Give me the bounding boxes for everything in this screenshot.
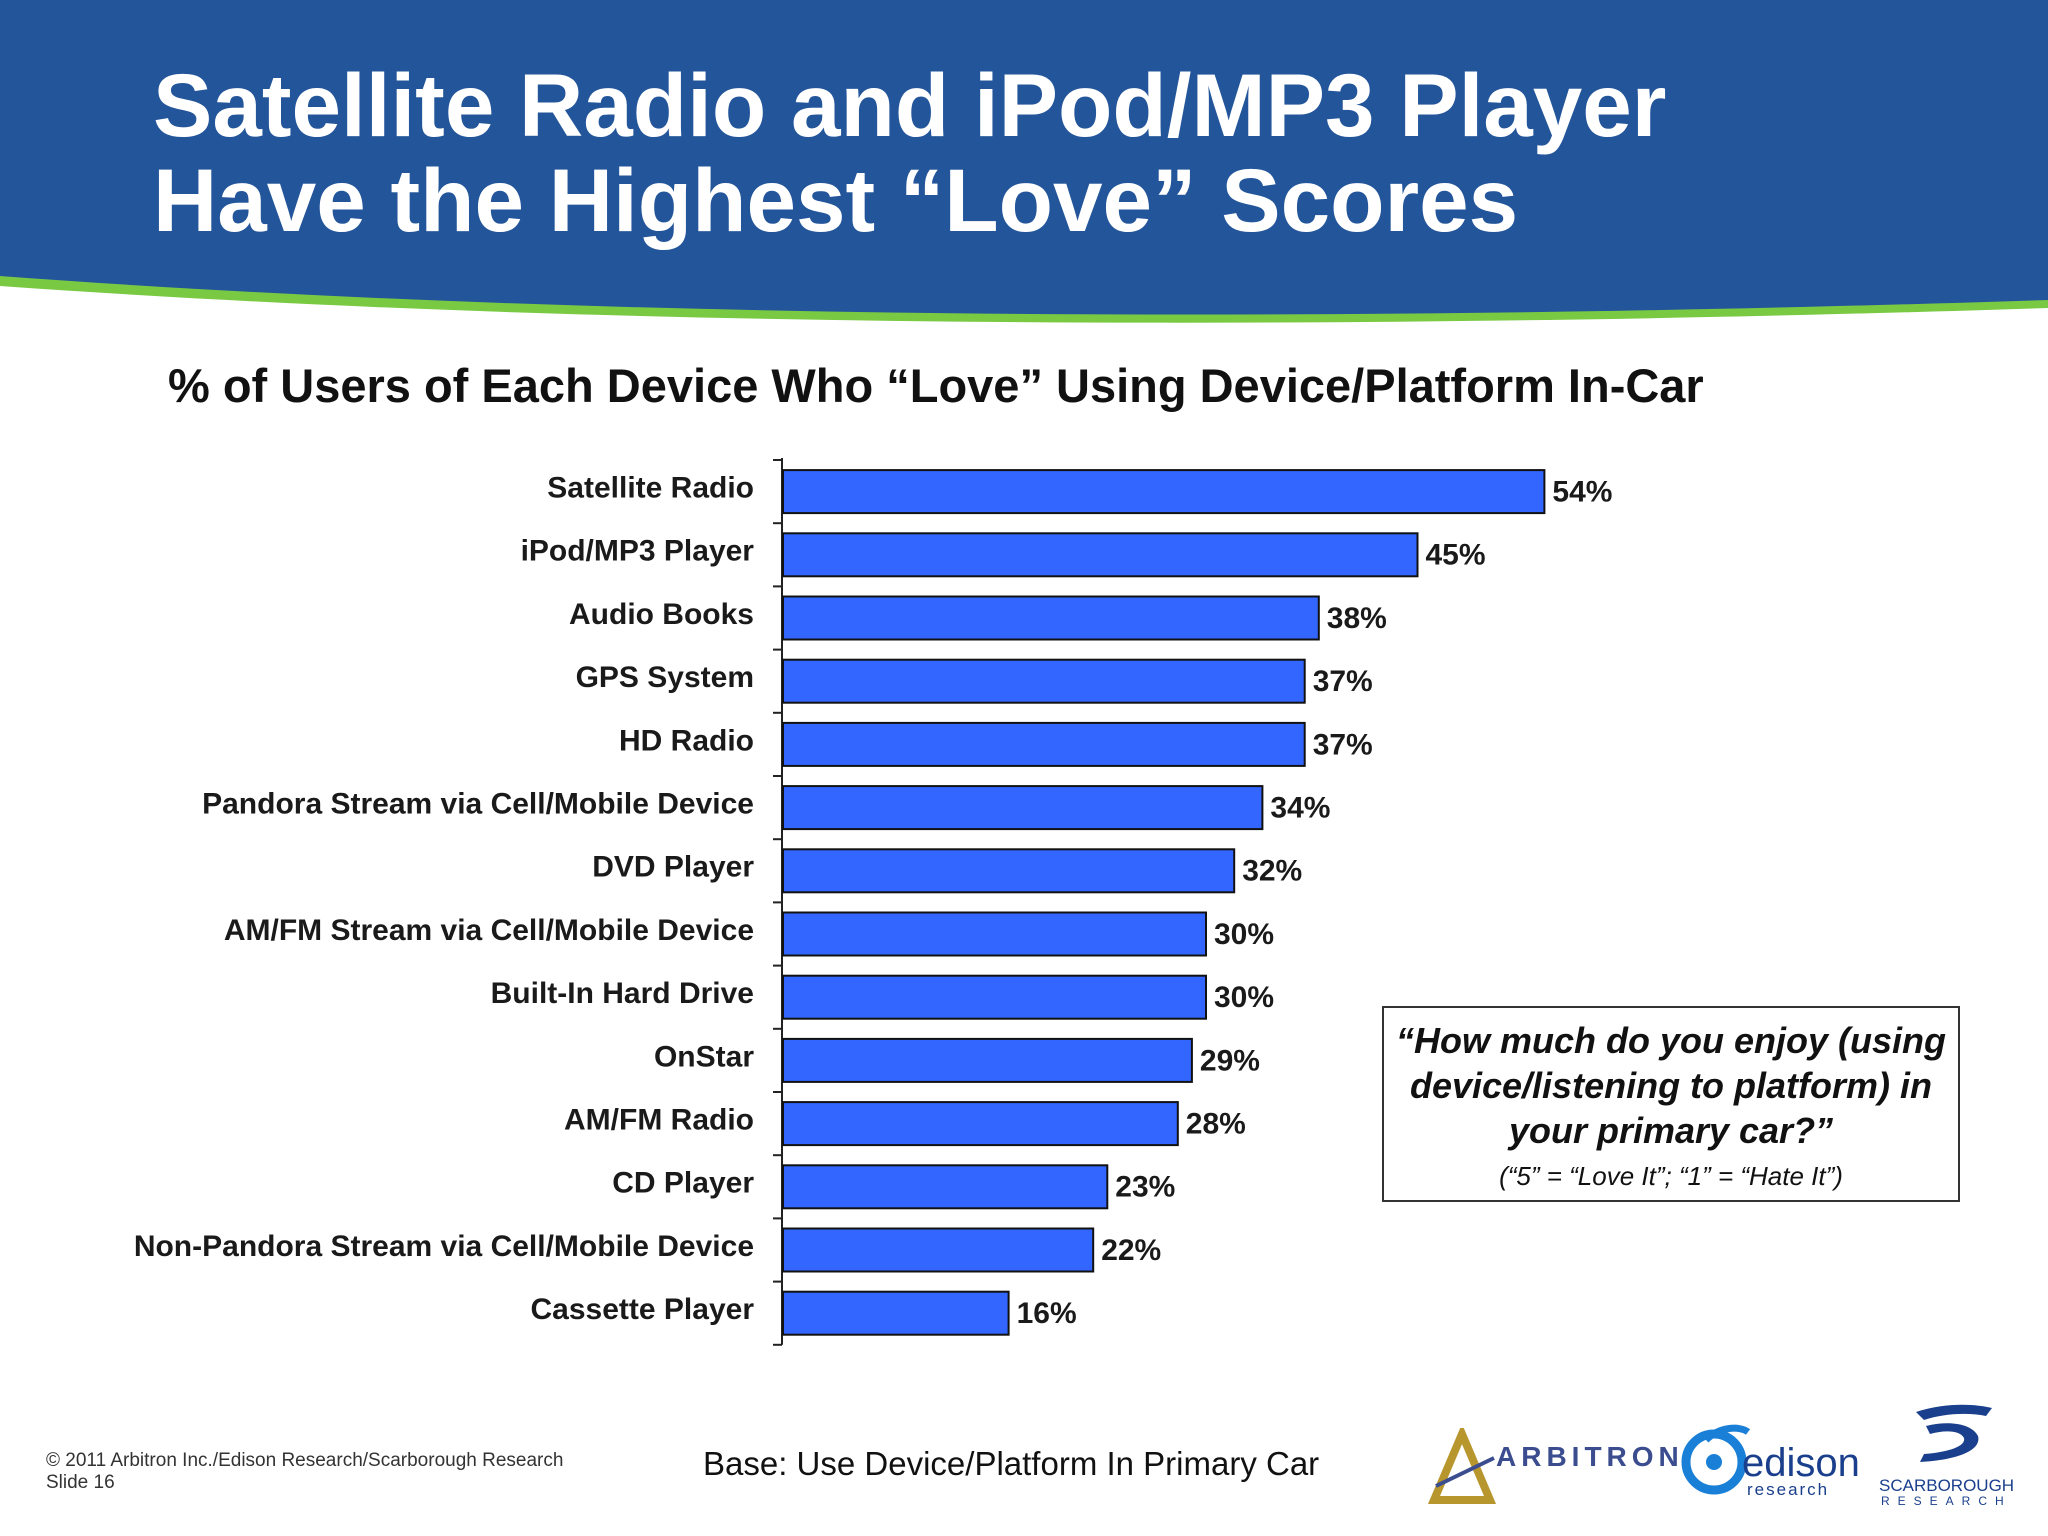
bar-13 — [782, 1290, 1010, 1336]
value-label-13: 16% — [1017, 1297, 1077, 1330]
scarborough-logo-subtext: RESEARCH — [1881, 1494, 2012, 1508]
bar-4 — [782, 721, 1306, 767]
value-label-7: 30% — [1214, 918, 1274, 951]
category-label-8: Built-In Hard Drive — [491, 977, 754, 1010]
copyright-text: © 2011 Arbitron Inc./Edison Research/Sca… — [46, 1450, 564, 1471]
edison-logo-subtext: research — [1747, 1480, 1830, 1499]
bar-1 — [782, 532, 1419, 578]
header-band — [0, 0, 2048, 323]
category-label-12: Non-Pandora Stream via Cell/Mobile Devic… — [134, 1230, 754, 1263]
category-label-2: Audio Books — [569, 598, 754, 631]
bar-chart: Satellite Radio 54% iPod/MP3 Player 45% Audi… — [134, 458, 1612, 1346]
value-label-3: 37% — [1313, 665, 1373, 698]
scarborough-logo-text: SCARBOROUGH — [1879, 1476, 2015, 1495]
category-label-13: Cassette Player — [531, 1293, 755, 1326]
category-label-0: Satellite Radio — [547, 472, 754, 505]
bar-10 — [782, 1101, 1179, 1147]
base-note: Base: Use Device/Platform In Primary Car — [703, 1445, 1320, 1482]
category-label-11: CD Player — [612, 1167, 754, 1200]
value-label-12: 22% — [1101, 1234, 1161, 1267]
scarborough-logo-icon — [1916, 1404, 1992, 1462]
value-label-4: 37% — [1313, 728, 1373, 761]
slide-title: Satellite Radio and iPod/MP3 Player Have… — [153, 58, 1953, 248]
category-label-9: OnStar — [654, 1040, 754, 1073]
value-label-0: 54% — [1552, 476, 1612, 509]
slide-title-line-1: Satellite Radio and iPod/MP3 Player — [153, 55, 1667, 155]
value-label-9: 29% — [1200, 1044, 1260, 1077]
category-label-4: HD Radio — [619, 724, 754, 757]
category-label-10: AM/FM Radio — [564, 1104, 754, 1137]
value-label-8: 30% — [1214, 981, 1274, 1014]
edison-logo-text: edison — [1742, 1441, 1860, 1485]
value-label-6: 32% — [1242, 855, 1302, 888]
bar-2 — [782, 595, 1320, 641]
category-label-3: GPS System — [576, 661, 754, 694]
bar-9 — [782, 1037, 1193, 1083]
scale-note: (“5” = “Love It”; “1” = “Hate It”) — [1499, 1161, 1843, 1191]
bar-0 — [782, 469, 1546, 515]
value-label-11: 23% — [1115, 1171, 1175, 1204]
arbitron-logo-icon — [1427, 1428, 1497, 1504]
value-label-10: 28% — [1186, 1108, 1246, 1141]
slide-number: Slide 16 — [46, 1472, 115, 1493]
value-label-2: 38% — [1327, 602, 1387, 635]
category-label-6: DVD Player — [592, 851, 754, 884]
slide-title-line-2: Have the Highest “Love” Scores — [153, 150, 1519, 250]
bar-5 — [782, 785, 1264, 831]
value-label-1: 45% — [1426, 539, 1486, 572]
survey-question-box: “How much do you enjoy (using device/lis… — [1382, 1006, 1960, 1202]
bar-8 — [782, 974, 1207, 1020]
bar-11 — [782, 1164, 1109, 1210]
category-label-5: Pandora Stream via Cell/Mobile Device — [202, 788, 754, 821]
survey-question-text: “How much do you enjoy (using device/lis… — [1395, 1020, 1946, 1151]
bar-7 — [782, 911, 1207, 957]
footer-copyright: © 2011 Arbitron Inc./Edison Research/Sca… — [46, 1450, 563, 1494]
category-label-1: iPod/MP3 Player — [521, 535, 755, 568]
bar-12 — [782, 1227, 1095, 1273]
header-blue-band — [0, 0, 2048, 315]
category-label-7: AM/FM Stream via Cell/Mobile Device — [224, 914, 754, 947]
bar-3 — [782, 658, 1306, 704]
arbitron-logo-text: ARBITRON — [1496, 1441, 1684, 1472]
bar-6 — [782, 848, 1236, 894]
value-label-5: 34% — [1270, 792, 1330, 825]
chart-title: % of Users of Each Device Who “Love” Usi… — [168, 359, 1704, 412]
edison-logo-icon — [1681, 1424, 1751, 1495]
